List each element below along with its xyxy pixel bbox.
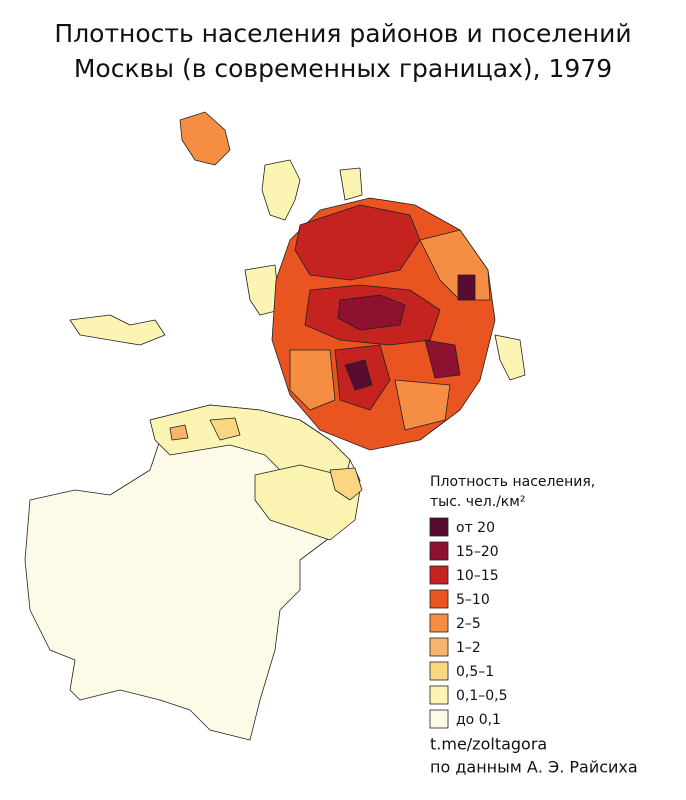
legend-swatch [429,517,449,537]
legend-label: от 20 [456,520,495,536]
map-region [244,264,281,316]
legend: Плотность населения, тыс. чел./км² от 20… [429,474,595,729]
map-region [294,204,421,281]
legend-swatch [429,637,449,657]
map-region [394,379,451,431]
legend-label: 15–20 [456,544,499,560]
credit: по данным А. Э. Райсиха [430,758,638,777]
legend-swatch [429,589,449,609]
legend-swatch [429,685,449,705]
map-region [209,417,241,441]
map-region [339,167,363,201]
map-region [289,349,336,411]
legend-label: до 0,1 [456,712,501,728]
legend-swatch [429,541,449,561]
legend-label: 0,1–0,5 [456,688,508,704]
legend-title: Плотность населения, [430,474,595,490]
map-region [337,294,406,331]
legend-swatch [429,565,449,585]
legend-label: 2–5 [456,616,481,632]
legend-label: 10–15 [456,568,499,584]
map-region [169,424,189,441]
map-region [344,359,373,391]
map-region [329,467,363,501]
legend-title: тыс. чел./км² [430,494,525,510]
legend-swatch [429,661,449,681]
map [24,111,526,741]
credit: t.me/zoltagora [430,735,547,754]
legend-label: 5–10 [456,592,490,608]
legend-label: 0,5–1 [456,664,494,680]
legend-swatch [429,613,449,633]
map-region [179,111,231,166]
legend-label: 1–2 [456,640,481,656]
map-region [424,339,461,379]
map-region [261,159,301,221]
legend-swatch [429,709,449,729]
title-line: Плотность населения районов и поселений [54,19,631,48]
title-line: Москвы (в современных границах), 1979 [74,54,612,83]
map-region [69,314,166,346]
map-region [494,334,526,381]
map-region [457,274,476,301]
